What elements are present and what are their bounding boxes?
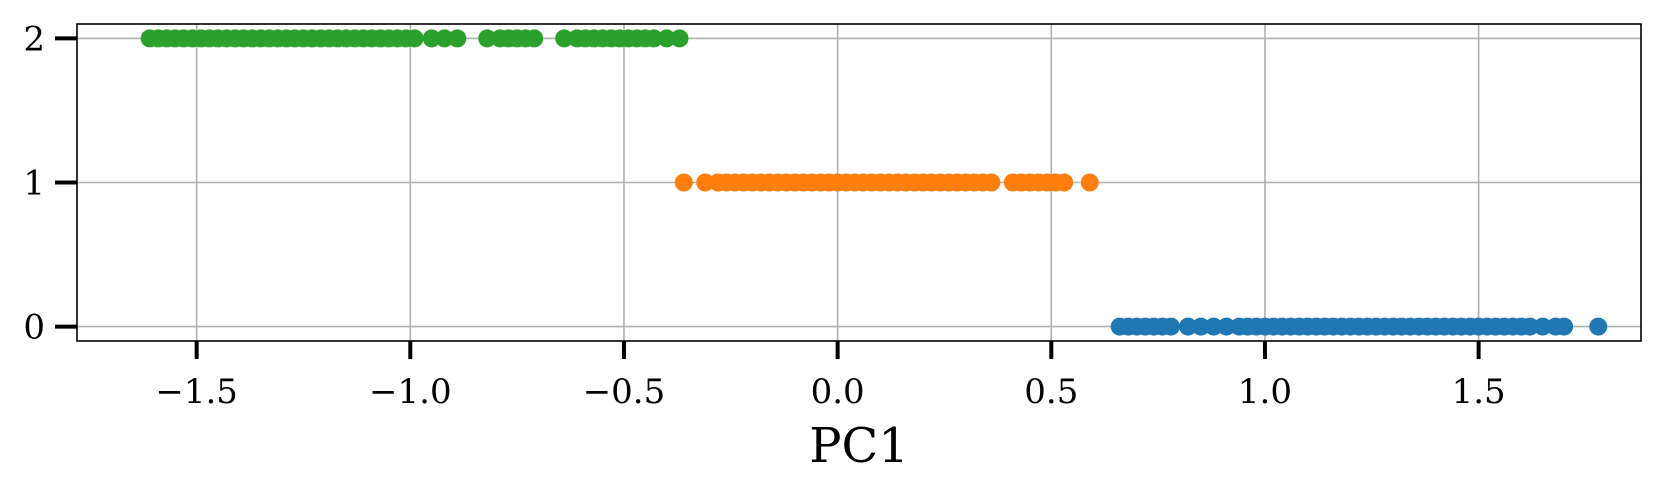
data-points: [140, 29, 1608, 336]
axis-ticks: −1.5 −1.0 −0.5 0.0 0.5 1.0 1.5 0 1 2: [23, 19, 1505, 412]
series-0: [1110, 317, 1608, 336]
data-point: [1520, 317, 1539, 336]
data-point: [1161, 317, 1180, 336]
data-point: [670, 29, 689, 48]
data-point: [1217, 317, 1236, 336]
data-point: [1080, 173, 1099, 192]
data-point: [696, 173, 715, 192]
series-2: [140, 29, 689, 48]
x-tick-label: 0.0: [811, 372, 865, 412]
data-point: [1555, 317, 1574, 336]
data-point: [478, 29, 497, 48]
x-axis-label: PC1: [809, 418, 909, 474]
y-tick-label: 1: [23, 164, 45, 204]
data-point: [644, 29, 663, 48]
x-tick-label: −0.5: [583, 372, 666, 412]
data-point: [657, 29, 676, 48]
x-tick-label: 0.5: [1024, 372, 1078, 412]
x-tick-label: 1.0: [1238, 372, 1292, 412]
data-point: [448, 29, 467, 48]
data-point: [435, 29, 454, 48]
data-point: [674, 173, 693, 192]
data-point: [1589, 317, 1608, 336]
data-point: [982, 173, 1001, 192]
data-point: [1179, 317, 1198, 336]
data-point: [1204, 317, 1223, 336]
x-tick-label: −1.0: [369, 372, 452, 412]
data-point: [405, 29, 424, 48]
x-tick-label: 1.5: [1452, 372, 1506, 412]
data-point: [1055, 173, 1074, 192]
data-point: [525, 29, 544, 48]
series-1: [674, 173, 1099, 192]
data-point: [1533, 317, 1552, 336]
data-point: [422, 29, 441, 48]
data-point: [555, 29, 574, 48]
x-tick-label: −1.5: [155, 372, 238, 412]
y-tick-label: 0: [23, 308, 45, 348]
y-tick-label: 2: [23, 19, 45, 59]
data-point: [1191, 317, 1210, 336]
